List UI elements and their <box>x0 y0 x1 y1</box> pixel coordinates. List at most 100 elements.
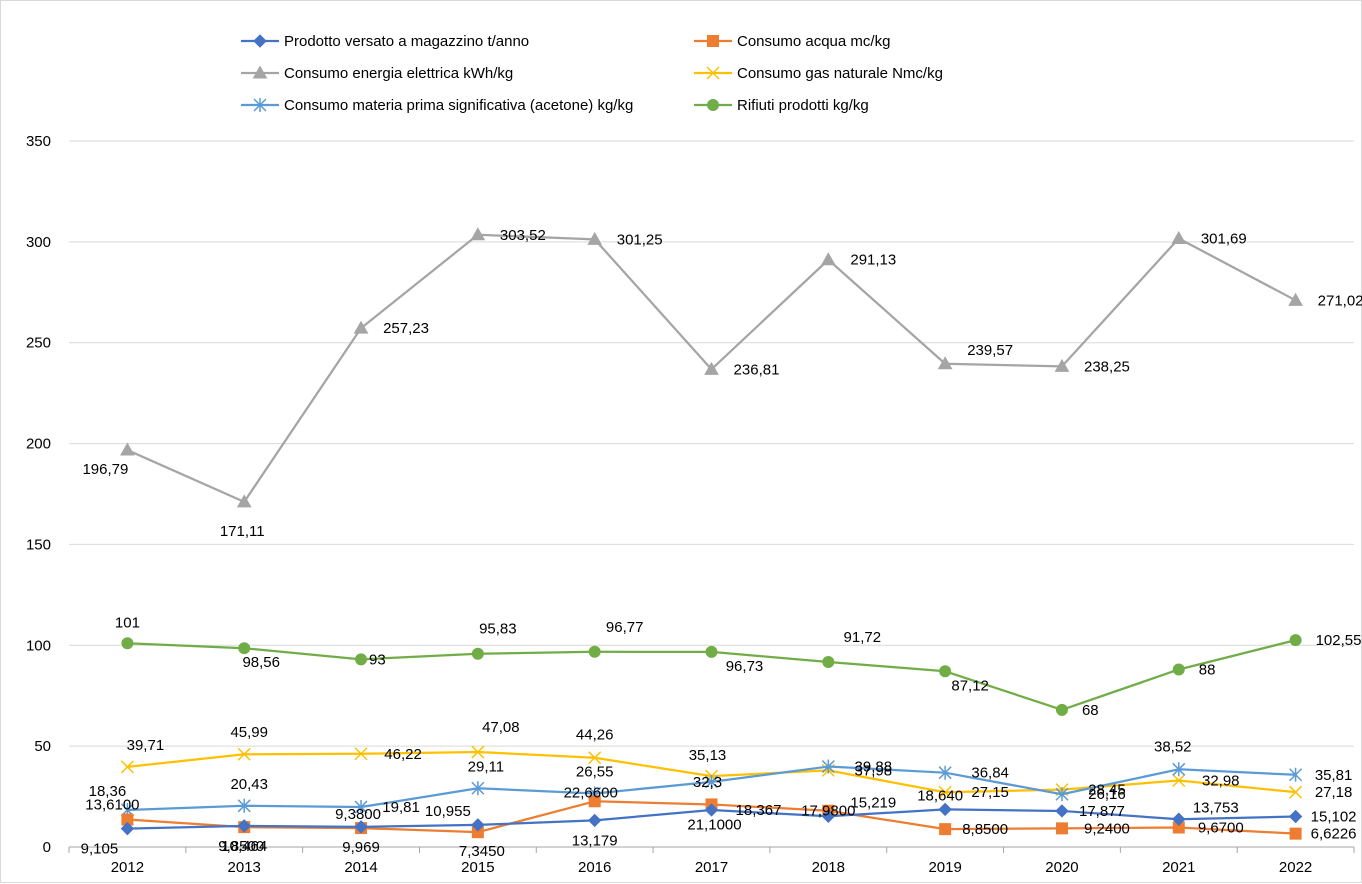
data-label: 98,56 <box>242 654 280 671</box>
marker-shape <box>1055 822 1068 835</box>
data-label: 9,105 <box>81 841 119 858</box>
x-tick-label: 2017 <box>695 859 728 876</box>
data-point <box>821 759 835 774</box>
marker-shape <box>1172 762 1186 777</box>
data-point <box>820 252 836 266</box>
data-label: 88 <box>1199 661 1216 678</box>
marker-shape <box>821 809 836 824</box>
marker-shape <box>1055 804 1069 818</box>
data-label: 239,57 <box>967 342 1013 359</box>
data-point <box>1055 787 1069 802</box>
marker-shape <box>354 820 368 834</box>
legend-label: Rifiuti prodotti kg/kg <box>737 97 869 114</box>
data-label: 46,22 <box>384 746 422 763</box>
marker-shape <box>704 361 719 375</box>
marker-shape <box>1054 358 1070 372</box>
series-4 <box>120 759 1303 817</box>
marker-shape <box>705 645 718 658</box>
y-tick-label: 100 <box>26 637 51 654</box>
data-label: 171,11 <box>220 523 265 540</box>
data-label: 257,23 <box>383 320 429 337</box>
data-label: 28,45 <box>1088 782 1126 799</box>
data-label: 26,55 <box>576 763 614 780</box>
legend: Prodotto versato a magazzino t/anno Consu… <box>241 33 943 114</box>
data-label: 10,955 <box>425 803 471 820</box>
data-label: 9,3800 <box>335 806 381 823</box>
x-tick-label: 2022 <box>1279 859 1312 876</box>
data-label: 96,77 <box>606 619 644 636</box>
data-point <box>821 809 836 824</box>
data-label: 13,179 <box>572 832 618 849</box>
data-label: 27,18 <box>1315 784 1353 801</box>
y-tick-label: 250 <box>26 335 51 352</box>
x-tick-label: 2021 <box>1162 859 1195 876</box>
marker-shape <box>120 760 134 774</box>
data-point <box>1171 230 1187 244</box>
marker-shape <box>938 765 952 780</box>
data-label: 303,52 <box>500 227 546 244</box>
legend-entry: Consumo energia elettrica kWh/kg <box>241 65 513 82</box>
data-point <box>471 818 485 832</box>
marker-shape <box>587 231 603 245</box>
data-point <box>354 820 368 834</box>
data-point <box>1288 292 1303 306</box>
marker-shape <box>252 65 268 79</box>
data-label: 47,08 <box>482 719 520 736</box>
data-point <box>120 442 135 456</box>
data-point <box>1289 767 1303 782</box>
data-point <box>822 655 835 668</box>
marker-shape <box>237 819 251 833</box>
marker-shape <box>1289 785 1303 799</box>
legend-label: Prodotto versato a magazzino t/anno <box>284 33 529 50</box>
data-point <box>471 745 485 759</box>
data-label: 9,6700 <box>1198 819 1244 836</box>
data-point <box>588 645 601 658</box>
data-label: 21,1000 <box>687 816 741 833</box>
marker-shape <box>587 813 602 828</box>
data-label: 301,25 <box>617 231 663 248</box>
data-label: 44,26 <box>576 727 614 744</box>
data-point <box>1289 785 1303 799</box>
data-label: 15,219 <box>850 794 896 811</box>
marker-shape <box>237 747 251 761</box>
marker-shape <box>707 35 719 47</box>
marker-shape <box>937 356 953 370</box>
data-label: 10,464 <box>221 838 267 855</box>
legend-label: Consumo acqua mc/kg <box>737 33 890 50</box>
marker-shape <box>120 821 135 836</box>
data-point <box>588 751 602 765</box>
marker-shape <box>1288 809 1303 824</box>
marker-shape <box>471 745 485 759</box>
marker-shape <box>1288 292 1303 306</box>
marker-shape <box>253 34 267 48</box>
data-point <box>1055 703 1068 716</box>
marker-shape <box>121 637 134 650</box>
y-tick-label: 50 <box>34 738 51 755</box>
legend-marker <box>253 98 267 112</box>
marker-shape <box>938 802 952 817</box>
data-point <box>237 747 251 761</box>
y-tick-label: 150 <box>26 536 51 553</box>
legend-entry: Prodotto versato a magazzino t/anno <box>241 33 529 50</box>
data-point <box>1288 809 1303 824</box>
data-point <box>938 785 952 799</box>
data-point <box>587 813 602 828</box>
data-label: 29,11 <box>468 758 504 775</box>
marker-shape <box>704 774 719 789</box>
data-label: 26,16 <box>1088 786 1126 803</box>
data-point <box>353 320 369 334</box>
data-point <box>939 823 952 836</box>
axes: 0 50 100 150 200 250 300 350 2012 2013 2014 2015 201… <box>26 133 1355 876</box>
data-point <box>1172 762 1186 777</box>
y-tick-label: 350 <box>26 133 51 150</box>
x-tick-label: 2014 <box>344 859 377 876</box>
marker-shape <box>821 759 835 774</box>
marker-shape <box>588 795 601 808</box>
marker-shape <box>354 800 368 815</box>
x-tick-label: 2013 <box>228 859 261 876</box>
marker-shape <box>822 655 835 668</box>
marker-shape <box>939 823 952 836</box>
marker-shape <box>1172 773 1186 788</box>
data-point <box>704 803 719 817</box>
